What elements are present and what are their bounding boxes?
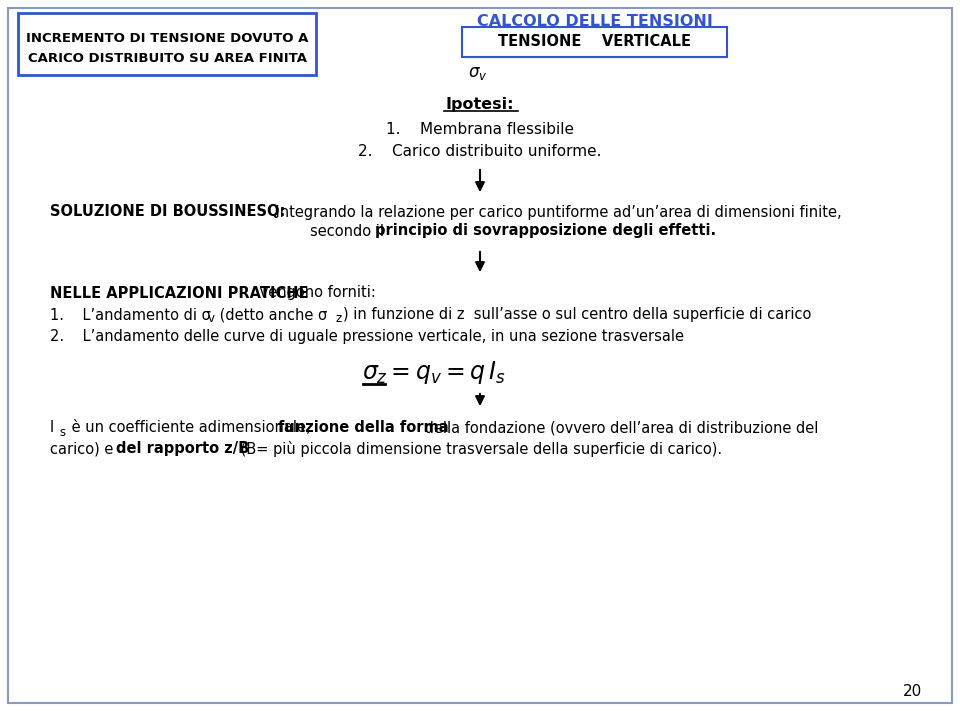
- Bar: [462, 27, 727, 57]
- Text: (B= più piccola dimensione trasversale della superficie di carico).: (B= più piccola dimensione trasversale d…: [236, 441, 722, 457]
- Text: $\sigma_v$: $\sigma_v$: [468, 64, 488, 82]
- Text: 20: 20: [902, 683, 922, 698]
- Text: z: z: [336, 311, 343, 324]
- Text: vengono forniti:: vengono forniti:: [255, 286, 376, 301]
- Text: SOLUZIONE DI BOUSSINESQ:: SOLUZIONE DI BOUSSINESQ:: [50, 205, 285, 220]
- Text: 1.    L’andamento di σ: 1. L’andamento di σ: [50, 307, 211, 323]
- Text: funzione della forma: funzione della forma: [278, 420, 448, 436]
- Text: INCREMENTO DI TENSIONE DOVUTO A: INCREMENTO DI TENSIONE DOVUTO A: [26, 31, 308, 45]
- Text: 2.    L’andamento delle curve di uguale pressione verticale, in una sezione tras: 2. L’andamento delle curve di uguale pre…: [50, 329, 684, 345]
- Text: Ipotesi:: Ipotesi:: [445, 97, 515, 112]
- Text: $\sigma_z = q_v = q\,I_s$: $\sigma_z = q_v = q\,I_s$: [362, 360, 506, 387]
- Text: del rapporto z/B: del rapporto z/B: [116, 442, 250, 456]
- Text: TENSIONE    VERTICALE: TENSIONE VERTICALE: [497, 35, 690, 50]
- Text: NELLE APPLICAZIONI PRATICHE: NELLE APPLICAZIONI PRATICHE: [50, 286, 308, 301]
- Text: è un coefficiente adimensionale,: è un coefficiente adimensionale,: [67, 420, 315, 436]
- Text: CALCOLO DELLE TENSIONI: CALCOLO DELLE TENSIONI: [477, 14, 713, 29]
- Text: principio di sovrapposizione degli effetti.: principio di sovrapposizione degli effet…: [375, 223, 716, 238]
- Text: s: s: [59, 425, 65, 439]
- Text: (detto anche σ: (detto anche σ: [215, 307, 327, 323]
- Text: 1.    Membrana flessibile: 1. Membrana flessibile: [386, 122, 574, 137]
- Text: I: I: [50, 420, 55, 436]
- Text: CARICO DISTRIBUITO SU AREA FINITA: CARICO DISTRIBUITO SU AREA FINITA: [28, 51, 306, 65]
- Text: secondo il: secondo il: [310, 223, 389, 238]
- Text: della fondazione (ovvero dell’area di distribuzione del: della fondazione (ovvero dell’area di di…: [420, 420, 818, 436]
- Text: integrando la relazione per carico puntiforme ad’un’area di dimensioni finite,: integrando la relazione per carico punti…: [271, 205, 842, 220]
- Text: v: v: [208, 311, 215, 324]
- Text: 2.    Carico distribuito uniforme.: 2. Carico distribuito uniforme.: [358, 144, 602, 159]
- Text: ) in funzione di z  sull’asse o sul centro della superficie di carico: ) in funzione di z sull’asse o sul centr…: [343, 307, 811, 323]
- Bar: [18, 13, 316, 75]
- Text: carico) e: carico) e: [50, 442, 118, 456]
